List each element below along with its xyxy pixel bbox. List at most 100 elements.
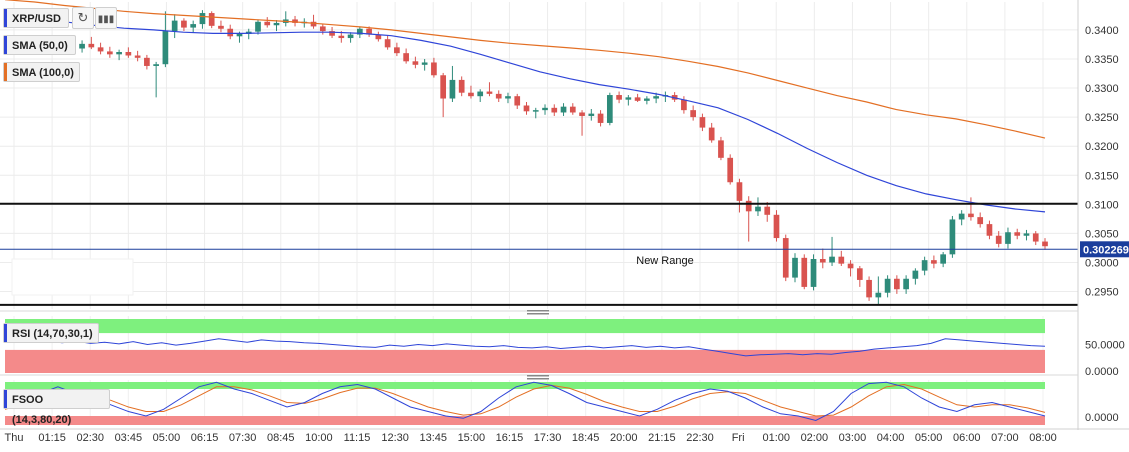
sma50-label: SMA (50,0) [12, 40, 68, 52]
x-tick-label: 20:00 [610, 432, 638, 444]
x-tick-label: 15:00 [458, 432, 486, 444]
candle-body [144, 57, 150, 66]
x-tick-label: 16:15 [496, 432, 524, 444]
candle-body [403, 53, 409, 62]
x-tick-label: 01:15 [38, 432, 66, 444]
candle-body [338, 35, 345, 39]
candle-body [542, 107, 548, 111]
candle-body [764, 206, 771, 215]
candle-body [134, 55, 141, 58]
x-tick-label: 02:00 [801, 432, 829, 444]
candle-body [866, 279, 872, 298]
fsoo-label: FSOO (14,3,80,20) [12, 394, 72, 426]
candle-body [208, 13, 215, 26]
candle-body [495, 93, 502, 99]
candle-body [819, 258, 826, 263]
candle-body [273, 22, 280, 26]
candle-body [1023, 233, 1030, 236]
x-tick-label: 05:00 [915, 432, 943, 444]
candle-body [486, 91, 493, 94]
candle-body [829, 256, 835, 263]
sma50-legend[interactable]: SMA (50,0) [3, 35, 76, 55]
drag-handle [527, 375, 549, 377]
fsoo-legend[interactable]: FSOO (14,3,80,20) [3, 389, 110, 426]
candle-body [394, 47, 400, 54]
candle-body [995, 235, 1002, 244]
candle-body [838, 256, 845, 264]
candle-body [736, 182, 743, 201]
new-range-annotation: New Range [636, 255, 693, 267]
rsi-tick-label: 50.0000 [1085, 340, 1125, 352]
candle-body [384, 39, 391, 48]
candle-body [1032, 233, 1039, 242]
candle-body [319, 26, 326, 32]
y-tick-label: 0.3100 [1085, 199, 1119, 211]
candle-body [653, 96, 659, 99]
candle-body [1005, 232, 1011, 244]
y-tick-label: 0.2950 [1085, 287, 1119, 299]
price-panel [0, 2, 1078, 309]
candle-body [579, 112, 585, 116]
candle-body [329, 31, 335, 36]
symbol-label[interactable]: XRP/USD [3, 8, 69, 28]
candle-body [958, 213, 965, 220]
y-tick-label: 0.3300 [1085, 83, 1119, 95]
candle-body [801, 257, 808, 287]
last-price-label: 0.302269 [1083, 244, 1129, 256]
x-tick-label: 03:00 [839, 432, 867, 444]
candle-body [606, 95, 613, 123]
candle-body [199, 13, 206, 25]
blank-overlay-box [11, 258, 134, 296]
candle-body [162, 31, 169, 65]
candle-body [116, 52, 122, 55]
x-tick-label: 18:45 [572, 432, 600, 444]
candle-body [1014, 232, 1021, 236]
candle-body [79, 43, 85, 49]
interval-button[interactable]: ▮▮▮ [95, 7, 117, 29]
x-tick-label: 05:00 [153, 432, 181, 444]
candle-body [255, 21, 261, 32]
candle-body [755, 206, 761, 212]
candle-body [88, 43, 95, 48]
candle-body [625, 97, 632, 100]
y-tick-label: 0.3400 [1085, 25, 1119, 37]
x-tick-label: 13:45 [419, 432, 447, 444]
y-tick-label: 0.3000 [1085, 257, 1119, 269]
rsi-tick-label: 0.0000 [1085, 366, 1119, 378]
y-tick-label: 0.3200 [1085, 141, 1119, 153]
x-tick-label: 06:00 [953, 432, 981, 444]
sma100-legend[interactable]: SMA (100,0) [3, 62, 80, 82]
x-tick-label: 17:30 [534, 432, 562, 444]
symbol-text: XRP/USD [12, 13, 61, 25]
candle-body [412, 61, 419, 65]
bar-interval-icon: ▮▮▮ [97, 14, 115, 25]
rsi-label: RSI (14,70,30,1) [12, 328, 93, 340]
candle-body [523, 105, 530, 112]
fsoo-overbought-zone [5, 382, 1045, 389]
fsoo-k-line [4, 381, 1046, 422]
candle-body [931, 260, 937, 264]
x-tick-label: 11:15 [344, 432, 371, 444]
candle-body [356, 28, 363, 35]
candle-body [810, 258, 817, 287]
rsi-legend[interactable]: RSI (14,70,30,1) [3, 323, 99, 343]
candle-body [708, 127, 715, 141]
candle-body [449, 79, 456, 99]
rsi-oversold-zone [5, 349, 1045, 373]
candle-body [940, 254, 946, 264]
candle-body [227, 28, 234, 37]
last-price-tag [1080, 241, 1129, 258]
x-tick-label: Fri [732, 432, 745, 444]
sma100-label: SMA (100,0) [12, 67, 74, 79]
candle-body [97, 47, 104, 52]
x-tick-label: 12:30 [381, 432, 409, 444]
candle-body [644, 98, 650, 101]
x-tick-label: 02:30 [76, 432, 104, 444]
candle-body [153, 64, 159, 66]
candle-body [690, 110, 697, 118]
candle-body [375, 34, 382, 40]
candle-body [847, 263, 854, 269]
refresh-button[interactable]: ↻ [72, 7, 94, 29]
drag-handle [527, 378, 549, 380]
